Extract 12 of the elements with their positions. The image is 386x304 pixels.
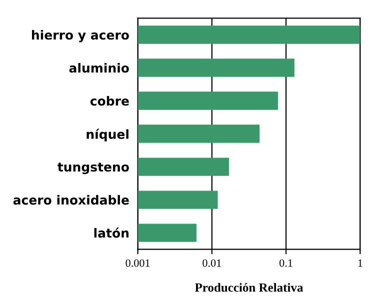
x-tick-label: 0.001	[126, 259, 150, 267]
y-tick-label: acero inoxidable	[13, 195, 129, 205]
x-tick-label: 0.1	[280, 259, 292, 267]
y-tick-label: latón	[94, 228, 128, 238]
y-tick-label: aluminio	[69, 63, 129, 73]
x-tick-label: 1	[358, 259, 362, 267]
x-axis-title: Producción Relativa	[194, 282, 304, 292]
y-tick-label: tungsteno	[58, 162, 129, 174]
y-tick-label: níquel	[86, 128, 128, 142]
y-tick-label: cobre	[90, 96, 129, 106]
x-tick-label: 0.01	[202, 259, 221, 267]
y-tick-label: hierro y acero	[32, 30, 129, 42]
